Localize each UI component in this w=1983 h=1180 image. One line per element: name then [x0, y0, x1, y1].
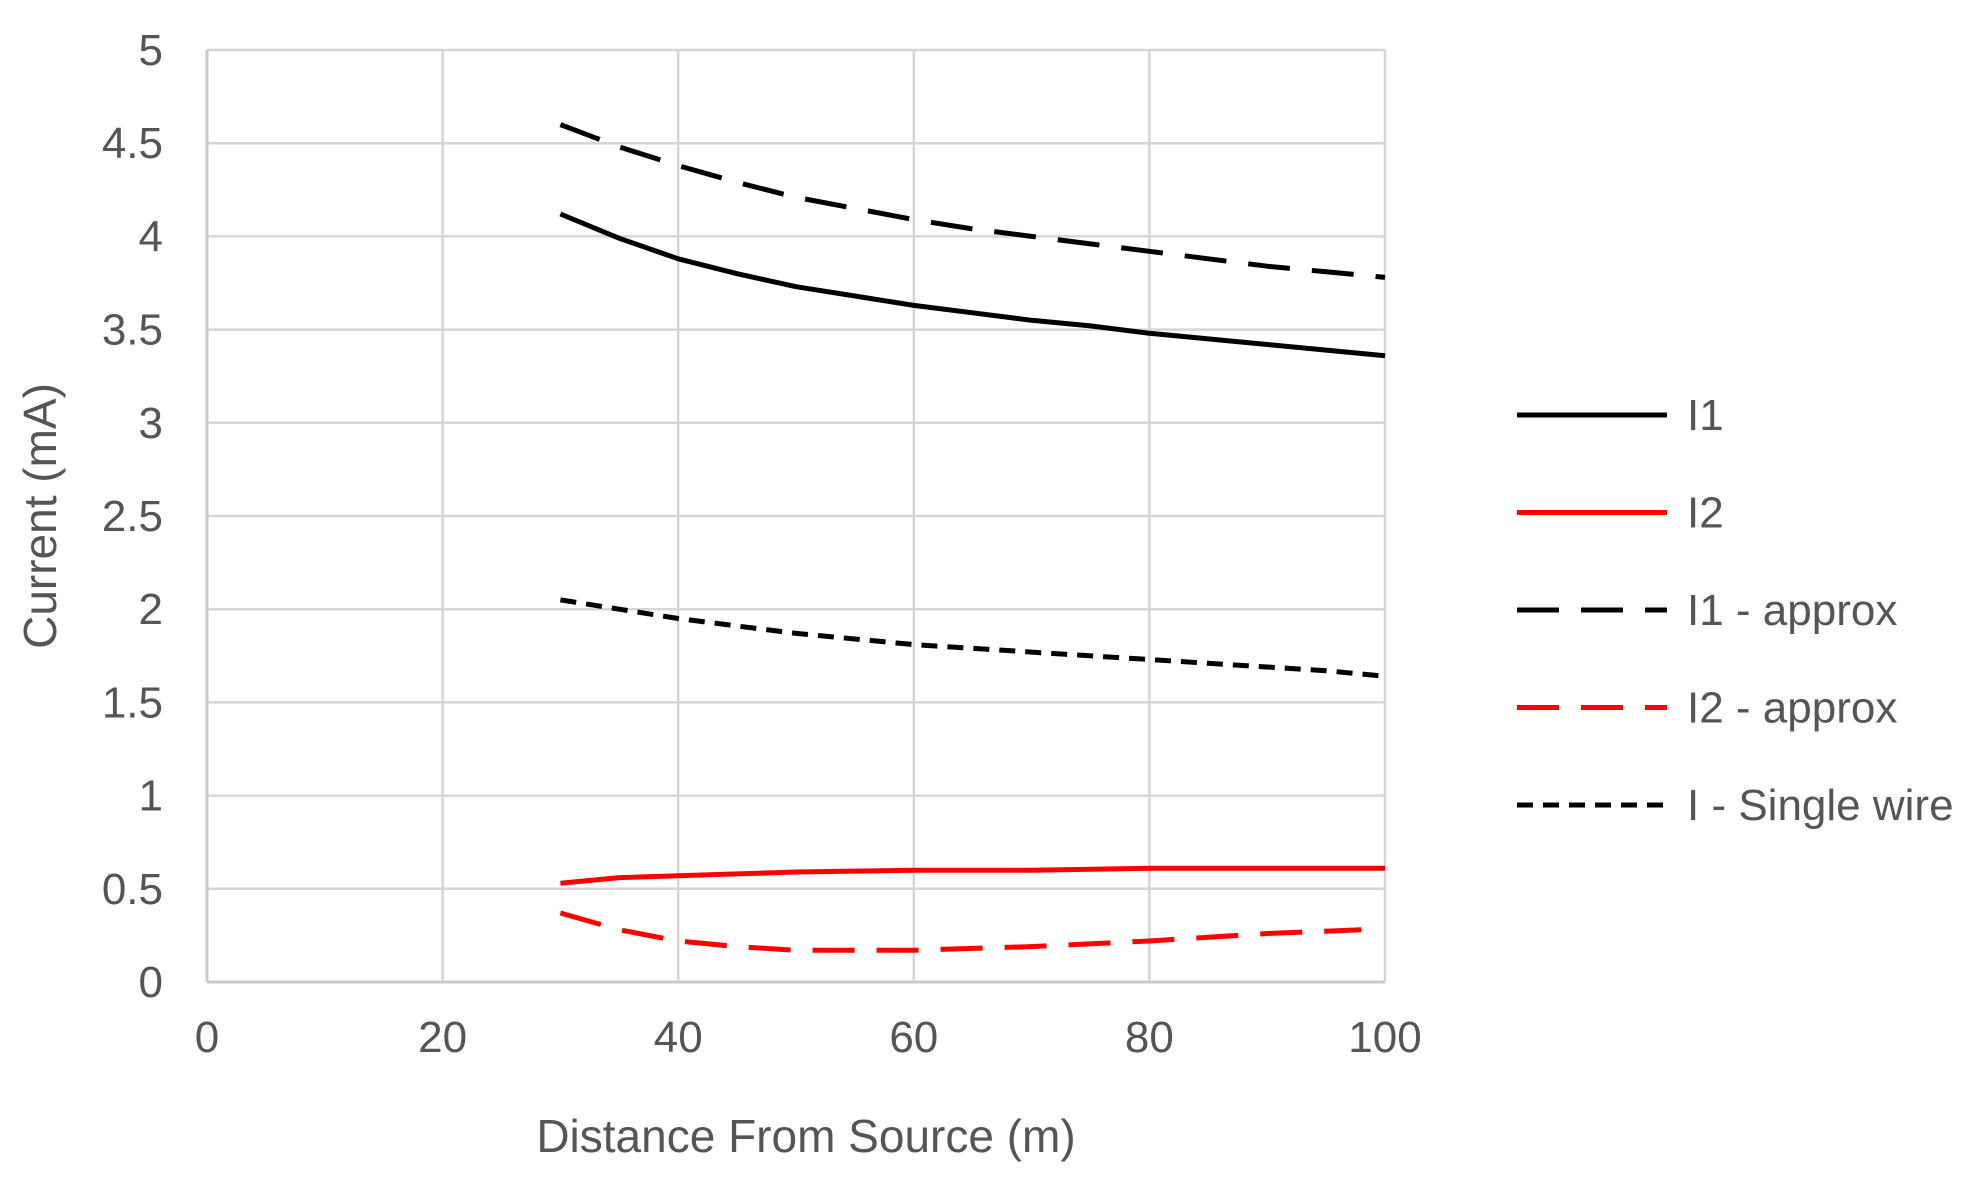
x-tick-label: 60: [889, 1013, 938, 1062]
y-tick-label: 1: [139, 772, 163, 821]
y-tick-label: 1.5: [102, 678, 163, 727]
x-tick-label: 20: [418, 1013, 467, 1062]
legend-label-4: I2 - approx: [1687, 684, 1897, 733]
x-tick-label: 100: [1348, 1013, 1421, 1062]
grid: [205, 48, 1387, 984]
series-line-1: [559, 211, 1386, 359]
y-tick-label: 3.5: [102, 306, 163, 355]
series-layer: [559, 122, 1386, 953]
y-tick-label: 0: [139, 958, 163, 1007]
legend-label-1: I1: [1687, 391, 1724, 440]
x-tick-label: 40: [654, 1013, 703, 1062]
legend-label-3: I1 - approx: [1687, 586, 1897, 635]
x-axis-title: Distance From Source (m): [536, 1110, 1075, 1162]
y-tick-label: 3: [139, 399, 163, 448]
series-line-5: [560, 597, 1386, 679]
y-tick-label: 4.5: [102, 119, 163, 168]
y-axis-title: Current (mA): [14, 383, 66, 649]
legend-label-2: I2: [1687, 489, 1724, 538]
x-tick-label: 0: [195, 1013, 219, 1062]
series-line-2: [560, 865, 1385, 886]
y-tick-label: 2.5: [102, 492, 163, 541]
y-tick-label: 2: [139, 585, 163, 634]
series-line-4: [559, 910, 1362, 953]
legend: I1 I2 I1 - approx I2 - approx I - Single wir…: [1517, 391, 1954, 830]
y-tick-label: 0.5: [102, 865, 163, 914]
legend-label-5: I - Single wire: [1687, 781, 1954, 830]
y-tick-label: 4: [139, 212, 163, 261]
y-tick-label: 5: [139, 26, 163, 75]
tick-labels: 0 0.5 1 1.5 2 2.5 3 3.5 4 4.5 5 0 20 40 60 80 100: [102, 26, 1422, 1062]
x-tick-label: 80: [1125, 1013, 1174, 1062]
series-line-3: [559, 122, 1386, 280]
